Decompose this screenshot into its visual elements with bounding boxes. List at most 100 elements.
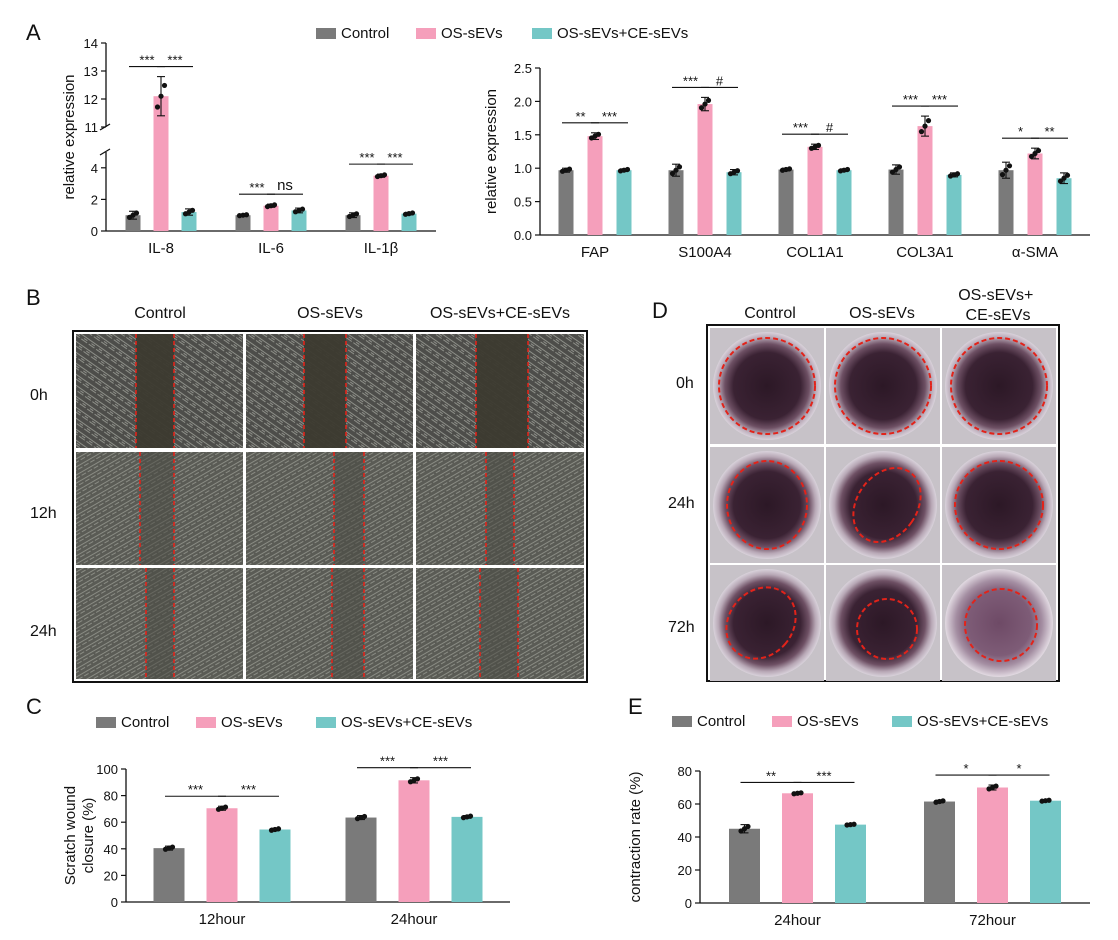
data-point <box>566 166 573 172</box>
data-point <box>815 142 822 148</box>
data-point <box>798 790 804 796</box>
legend-label: OS-sEVs <box>441 25 503 42</box>
scratch-image <box>246 452 413 565</box>
data-point <box>624 166 631 173</box>
data-point <box>271 202 278 208</box>
data-point <box>243 212 250 218</box>
significance-label: *** <box>167 53 182 68</box>
legend-label: Control <box>341 25 389 42</box>
significance-label: *** <box>359 150 374 165</box>
data-point <box>414 776 421 782</box>
x-tick-label: 24hour <box>774 912 821 929</box>
legend-label: OS-sEVs <box>797 713 859 730</box>
well <box>829 569 937 677</box>
scratch-gap <box>332 568 364 679</box>
significance-label: *** <box>241 782 256 797</box>
data-point <box>669 170 676 177</box>
data-point <box>698 105 705 111</box>
panel-d-contraction-images: Control OS-sEVs OS-sEVs+ CE-sEVs 0h 24h … <box>668 287 1060 682</box>
bar <box>206 808 238 902</box>
x-tick-label: COL3A1 <box>896 244 954 261</box>
data-point <box>702 101 708 107</box>
x-tick-label: α-SMA <box>1012 244 1058 261</box>
data-point <box>922 123 928 129</box>
bar <box>401 213 417 231</box>
data-point <box>918 129 925 135</box>
panel-b-row-label: 12h <box>30 505 57 522</box>
well <box>713 451 821 559</box>
bar <box>668 170 684 235</box>
bar <box>558 170 574 235</box>
significance-label: *** <box>433 754 448 769</box>
data-point <box>896 164 903 170</box>
scratch-gap <box>146 568 174 679</box>
well <box>713 332 821 440</box>
panel-b-row-label: 0h <box>30 387 48 404</box>
y-tick-label: 12 <box>84 92 98 107</box>
bar <box>1027 153 1043 235</box>
bar <box>153 848 185 902</box>
y-axis-label: relative expression <box>483 89 500 214</box>
y-tick-label: 0.0 <box>514 228 532 243</box>
data-point <box>154 104 161 110</box>
data-point <box>133 210 140 216</box>
bar <box>778 169 794 235</box>
significance-label: # <box>716 73 724 88</box>
bar <box>697 104 713 236</box>
x-tick-label: FAP <box>581 244 609 261</box>
bar <box>917 126 933 235</box>
y-tick-label: 100 <box>96 762 118 777</box>
legend-swatch <box>316 28 336 39</box>
significance-label: ns <box>277 177 293 194</box>
data-point <box>954 171 961 177</box>
scratch-gap <box>304 334 346 448</box>
data-point <box>676 164 683 170</box>
data-point <box>1064 172 1071 178</box>
x-tick-label: 24hour <box>391 911 438 928</box>
data-point <box>381 172 388 178</box>
gel-outline <box>964 588 1038 662</box>
y-tick-label: 20 <box>104 868 118 883</box>
x-tick-label: COL1A1 <box>786 244 844 261</box>
y-tick-label: 4 <box>91 161 98 176</box>
y-axis-label: contraction rate (%) <box>627 772 644 903</box>
y-tick-label: 40 <box>104 842 118 857</box>
data-point <box>361 813 368 820</box>
bar <box>782 793 813 903</box>
significance-label: ** <box>1044 124 1054 139</box>
bar <box>836 170 852 235</box>
legend-swatch <box>316 717 336 728</box>
data-point <box>1061 175 1067 181</box>
gel-outline <box>726 460 808 550</box>
data-point <box>1032 150 1038 157</box>
data-point <box>1046 797 1052 803</box>
legend-swatch <box>416 28 436 39</box>
data-point <box>1006 163 1013 169</box>
panel-b-col-label: OS-sEVs <box>297 305 363 322</box>
y-tick-label: 2.5 <box>514 61 532 76</box>
bar <box>398 780 430 902</box>
legend-label: OS-sEVs+CE-sEVs <box>557 25 688 42</box>
data-point <box>467 813 474 819</box>
bar <box>1056 178 1072 235</box>
panel-d-col-label: OS-sEVs <box>849 305 915 322</box>
legend-swatch <box>196 717 216 728</box>
data-point <box>409 210 416 216</box>
y-tick-label: 20 <box>678 863 692 878</box>
y-tick-label: 80 <box>104 789 118 804</box>
axis-break-mark <box>99 148 111 156</box>
data-point <box>1057 178 1064 184</box>
bar <box>726 172 742 235</box>
y-axis-label: Scratch wound <box>62 786 79 885</box>
bar <box>373 175 389 231</box>
y-tick-label: 13 <box>84 64 98 79</box>
significance-label: *** <box>816 768 831 783</box>
y-tick-label: 1.0 <box>514 161 532 176</box>
panel-d-col-label: Control <box>744 305 796 322</box>
scratch-gap <box>334 452 364 565</box>
bar <box>291 210 307 231</box>
data-point <box>844 166 851 173</box>
x-tick-label: IL-8 <box>148 240 174 257</box>
data-point <box>189 207 196 213</box>
panel-letter-a: A <box>26 20 41 45</box>
